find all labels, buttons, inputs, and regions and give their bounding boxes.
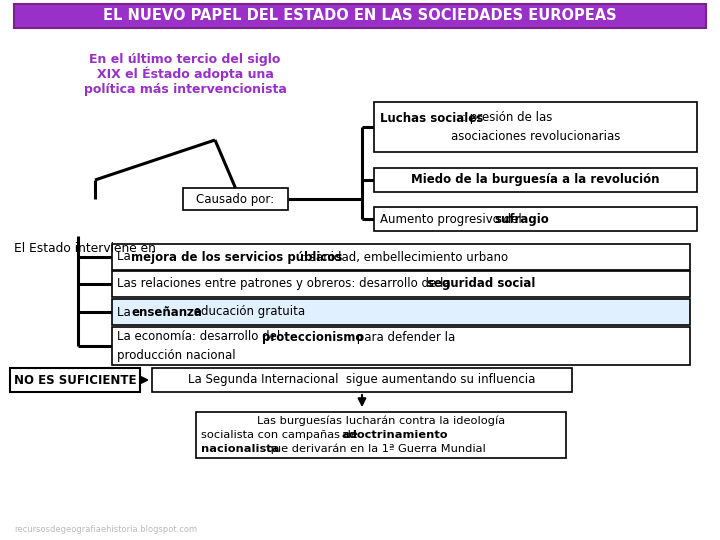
- FancyBboxPatch shape: [196, 412, 566, 458]
- FancyBboxPatch shape: [152, 368, 572, 392]
- FancyBboxPatch shape: [374, 102, 697, 152]
- FancyBboxPatch shape: [14, 4, 706, 28]
- Text: : sanidad, embellecimiento urbano: : sanidad, embellecimiento urbano: [302, 251, 508, 264]
- Text: La: La: [117, 306, 135, 319]
- Text: En el último tercio del siglo: En el último tercio del siglo: [89, 52, 281, 65]
- Text: socialista con campañas de: socialista con campañas de: [201, 430, 361, 440]
- Text: recursosdegeografiaehistoria.blogspot.com: recursosdegeografiaehistoria.blogspot.co…: [14, 525, 197, 535]
- Text: La Segunda Internacional  sigue aumentando su influencia: La Segunda Internacional sigue aumentand…: [189, 374, 536, 387]
- FancyBboxPatch shape: [183, 188, 288, 210]
- Text: que derivarán en la 1ª Guerra Mundial: que derivarán en la 1ª Guerra Mundial: [263, 444, 486, 454]
- Text: sufragio: sufragio: [494, 213, 549, 226]
- FancyBboxPatch shape: [374, 207, 697, 231]
- Text: nacionalista: nacionalista: [201, 444, 279, 454]
- Text: proteccionismo: proteccionismo: [262, 330, 364, 343]
- Text: Las relaciones entre patrones y obreros: desarrollo de la: Las relaciones entre patrones y obreros:…: [117, 278, 454, 291]
- Text: La economía: desarrollo del: La economía: desarrollo del: [117, 330, 284, 343]
- Text: para defender la: para defender la: [353, 330, 455, 343]
- Text: adoctrinamiento: adoctrinamiento: [342, 430, 449, 440]
- Text: NO ES SUFICIENTE: NO ES SUFICIENTE: [14, 374, 136, 387]
- Text: Miedo de la burguesía a la revolución: Miedo de la burguesía a la revolución: [411, 173, 660, 186]
- Text: producción nacional: producción nacional: [117, 348, 235, 361]
- FancyBboxPatch shape: [112, 299, 690, 325]
- Text: : educación gratuita: : educación gratuita: [186, 306, 305, 319]
- Text: seguridad social: seguridad social: [427, 278, 536, 291]
- Text: : presión de las: : presión de las: [462, 111, 552, 125]
- Text: EL NUEVO PAPEL DEL ESTADO EN LAS SOCIEDADES EUROPEAS: EL NUEVO PAPEL DEL ESTADO EN LAS SOCIEDA…: [103, 9, 617, 24]
- Text: Aumento progresivo del: Aumento progresivo del: [380, 213, 526, 226]
- Text: mejora de los servicios públicos: mejora de los servicios públicos: [131, 251, 343, 264]
- Text: El Estado interviene en: El Estado interviene en: [14, 241, 156, 254]
- FancyBboxPatch shape: [112, 244, 690, 270]
- Text: Causado por:: Causado por:: [197, 192, 274, 206]
- FancyBboxPatch shape: [112, 327, 690, 365]
- FancyBboxPatch shape: [10, 368, 140, 392]
- Text: enseñanza: enseñanza: [131, 306, 202, 319]
- Text: política más intervencionista: política más intervencionista: [84, 83, 287, 96]
- Text: La: La: [117, 251, 135, 264]
- Text: asociaciones revolucionarias: asociaciones revolucionarias: [451, 131, 620, 144]
- FancyBboxPatch shape: [112, 271, 690, 297]
- FancyBboxPatch shape: [374, 168, 697, 192]
- Text: Las burguesías lucharán contra la ideología: Las burguesías lucharán contra la ideolo…: [257, 416, 505, 426]
- Text: XIX el Éstado adopta una: XIX el Éstado adopta una: [96, 67, 274, 81]
- Text: Luchas sociales: Luchas sociales: [380, 111, 483, 125]
